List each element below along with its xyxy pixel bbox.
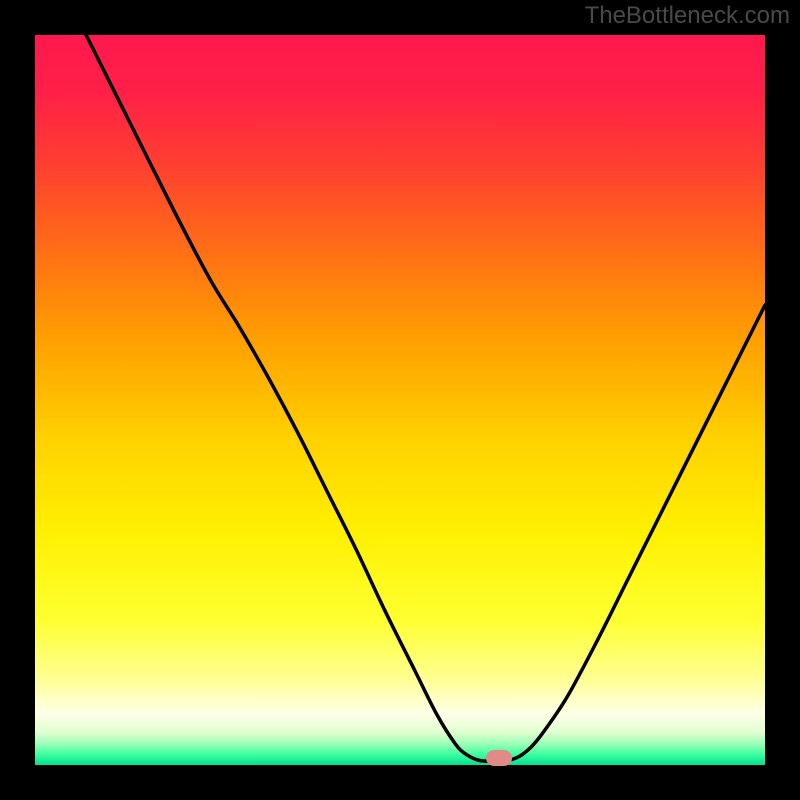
attribution-text: TheBottleneck.com — [585, 2, 790, 30]
bottleneck-curve — [35, 35, 765, 765]
plot-area — [35, 35, 765, 765]
optimal-marker — [486, 750, 512, 766]
